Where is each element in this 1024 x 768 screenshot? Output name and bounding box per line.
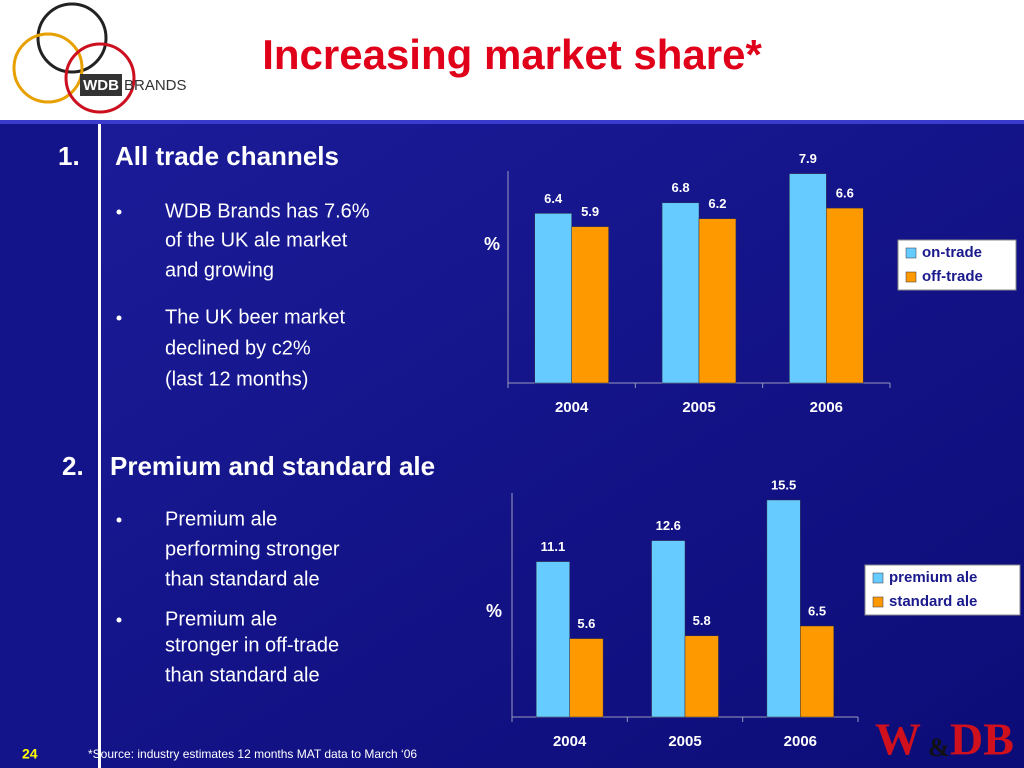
bullet-dot xyxy=(116,315,122,321)
logo-ring xyxy=(36,2,108,74)
bullet-text: than standard ale xyxy=(165,568,320,590)
bar xyxy=(535,561,570,718)
data-label: 5.9 xyxy=(581,204,599,219)
legend-swatch xyxy=(905,271,917,283)
bullet-text: than standard ale xyxy=(165,664,320,686)
x-tick-label: 2005 xyxy=(682,399,715,416)
left-rule xyxy=(98,124,101,768)
bullet-dot xyxy=(116,209,122,215)
bar xyxy=(684,635,719,718)
logo-ring xyxy=(12,32,84,104)
logo-name: BRANDS xyxy=(124,77,187,94)
header-rule xyxy=(0,120,1024,124)
bar xyxy=(569,638,604,718)
corner-logo-left: W xyxy=(875,714,921,765)
bar xyxy=(789,173,827,384)
section-heading: Premium and standard ale xyxy=(110,451,435,481)
data-label: 11.1 xyxy=(541,539,566,554)
bullet-text: Premium ale xyxy=(165,508,277,530)
corner-logo: W & DB xyxy=(875,714,1014,765)
bullet-dot xyxy=(116,517,122,523)
section-heading: All trade channels xyxy=(115,141,339,171)
y-axis-label: % xyxy=(486,601,502,621)
bar xyxy=(698,218,737,384)
bullet-text: The UK beer market xyxy=(165,306,346,328)
logo-mark: WDB xyxy=(83,77,119,94)
data-label: 5.8 xyxy=(693,613,711,628)
bullet-dot xyxy=(116,617,122,623)
data-label: 15.5 xyxy=(771,477,796,492)
legend-swatch xyxy=(905,247,917,259)
legend-swatch xyxy=(872,596,884,608)
legend-label: off-trade xyxy=(922,268,983,285)
bullet-text: performing stronger xyxy=(165,538,340,560)
x-tick-label: 2006 xyxy=(784,733,817,750)
logo: WDB BRANDS xyxy=(12,2,187,114)
legend-label: standard ale xyxy=(889,593,977,610)
x-tick-label: 2006 xyxy=(810,399,843,416)
data-label: 12.6 xyxy=(656,518,681,533)
legend-box xyxy=(864,564,1021,616)
logo-ring xyxy=(64,42,136,114)
corner-logo-right: DB xyxy=(950,714,1014,765)
x-tick-label: 2004 xyxy=(553,733,587,750)
footnote: *Source: industry estimates 12 months MA… xyxy=(88,747,417,761)
legend-swatch xyxy=(872,572,884,584)
logo-box xyxy=(80,74,122,96)
section-number: 1. xyxy=(58,141,80,171)
section-number: 2. xyxy=(62,451,84,481)
x-tick-label: 2004 xyxy=(555,399,589,416)
data-label: 6.2 xyxy=(708,196,726,211)
data-label: 7.9 xyxy=(799,151,817,166)
x-tick-label: 2005 xyxy=(668,733,701,750)
data-label: 6.6 xyxy=(836,186,854,201)
bullet-text: (last 12 months) xyxy=(165,368,308,390)
bullet-text: Premium ale xyxy=(165,608,277,630)
bar xyxy=(534,213,572,384)
legend-label: on-trade xyxy=(922,244,982,261)
legend-label: premium ale xyxy=(889,569,977,586)
y-axis-label: % xyxy=(484,234,500,254)
bar xyxy=(661,202,700,384)
header-bg xyxy=(0,0,1024,120)
slide-title: Increasing market share* xyxy=(262,31,762,78)
bar xyxy=(651,540,686,718)
data-label: 6.5 xyxy=(808,603,826,618)
bar xyxy=(826,207,864,384)
left-panel xyxy=(0,120,100,768)
bar xyxy=(571,226,609,384)
data-label: 5.6 xyxy=(577,616,595,631)
bullet-text: declined by c2% xyxy=(165,337,311,359)
data-label: 6.4 xyxy=(544,191,563,206)
bar xyxy=(800,625,835,718)
corner-logo-amp: & xyxy=(928,733,950,762)
page-number: 24 xyxy=(22,746,38,762)
bar xyxy=(766,499,801,718)
bullet-text: and growing xyxy=(165,259,274,281)
bullet-text: stronger in off-trade xyxy=(165,634,339,656)
data-label: 6.8 xyxy=(671,180,689,195)
bullet-text: WDB Brands has 7.6% xyxy=(165,200,370,222)
legend-box xyxy=(897,239,1017,291)
bullet-text: of the UK ale market xyxy=(165,229,348,251)
